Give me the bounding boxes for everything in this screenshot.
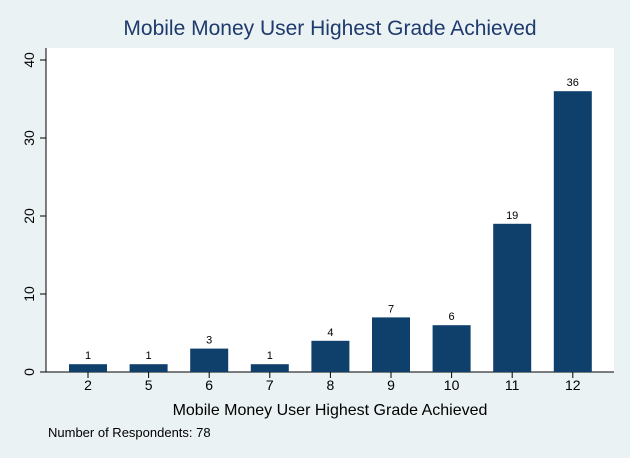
- data-label: 1: [146, 350, 152, 362]
- bar-2: [69, 364, 107, 372]
- y-tick-label: 20: [21, 208, 37, 224]
- data-label: 1: [267, 350, 273, 362]
- x-tick-label: 12: [565, 377, 581, 393]
- x-tick-label: 2: [84, 377, 92, 393]
- data-label: 1: [85, 350, 91, 362]
- bar-9: [372, 317, 410, 372]
- y-tick-label: 0: [21, 368, 37, 376]
- x-tick-label: 6: [205, 377, 213, 393]
- data-label: 7: [388, 303, 394, 315]
- x-tick-label: 11: [505, 377, 520, 393]
- y-tick-label: 30: [21, 130, 37, 146]
- data-label: 36: [567, 77, 579, 89]
- bars: [69, 91, 592, 372]
- y-axis: 0 10 20 30 40: [21, 48, 47, 376]
- data-label: 6: [449, 311, 455, 323]
- bar-11: [493, 223, 532, 372]
- x-tick-label: 9: [387, 377, 395, 393]
- x-axis: 2 5 6 7 8 9 10 11 12: [46, 371, 614, 393]
- x-axis-label: Mobile Money User Highest Grade Achieved: [173, 402, 488, 419]
- chart-title: Mobile Money User Highest Grade Achieved: [123, 17, 536, 40]
- bar-6: [190, 348, 229, 372]
- x-tick-label: 10: [444, 377, 460, 393]
- x-tick-label: 8: [327, 377, 335, 393]
- bar-12: [553, 91, 592, 372]
- bar-5: [129, 364, 168, 372]
- data-label: 19: [506, 210, 518, 222]
- x-tick-label: 5: [145, 377, 153, 393]
- data-label: 4: [327, 327, 333, 339]
- bar-7: [250, 364, 289, 372]
- respondents-note: Number of Respondents: 78: [48, 425, 211, 440]
- data-label: 3: [206, 335, 212, 347]
- x-tick-label: 7: [266, 377, 274, 393]
- y-tick-label: 40: [21, 52, 37, 68]
- y-tick-label: 10: [21, 286, 37, 302]
- data-labels: 1 1 3 1 4 7 6 19 36: [85, 77, 579, 362]
- bar-10: [432, 325, 471, 372]
- bar-8: [311, 340, 350, 372]
